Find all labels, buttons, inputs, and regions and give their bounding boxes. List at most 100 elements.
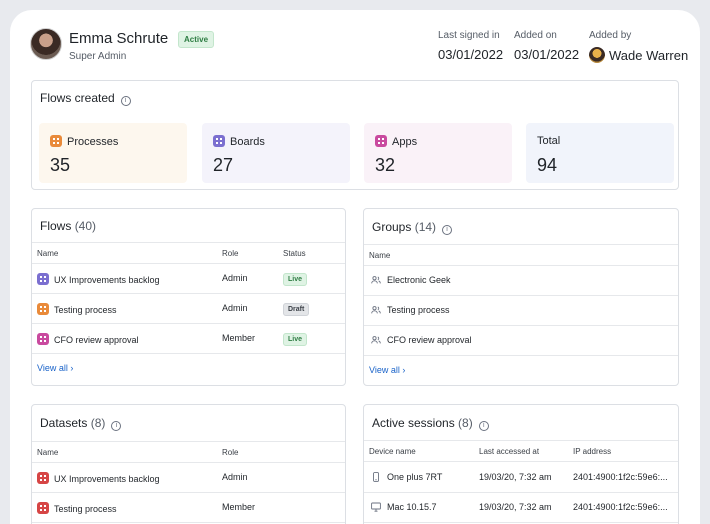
chevron-right-icon: › — [70, 363, 74, 373]
view-all-label: View all — [369, 365, 400, 375]
flows-title-label: Flows — [40, 219, 72, 233]
flows-created-label: Flows created — [40, 91, 115, 105]
sessions-table-header: Device name Last accessed at IP address — [364, 440, 678, 462]
status-badge: Live — [283, 333, 308, 346]
stat-label: Apps — [392, 136, 418, 148]
boards-icon — [213, 135, 225, 147]
col-name: Name — [37, 448, 59, 457]
dataset-name: Testing process — [54, 504, 117, 514]
table-row[interactable]: Mac 10.15.7 19/03/20, 7:32 am 2401:4900:… — [364, 493, 678, 523]
table-row[interactable]: One plus 7RT 19/03/20, 7:32 am 2401:4900… — [364, 463, 678, 493]
stat-value: 32 — [375, 155, 396, 175]
status-badge: Live — [283, 273, 308, 286]
added-by: Added by Wade Warren — [589, 30, 688, 63]
table-row[interactable]: Testing process — [364, 296, 678, 326]
table-row[interactable]: UX Improvements backlog Admin — [32, 463, 345, 493]
group-name: CFO review approval — [387, 335, 472, 345]
table-row[interactable]: Electronic Geek — [364, 266, 678, 296]
stat-label: Processes — [67, 136, 119, 148]
groups-view-all-link[interactable]: View all › — [369, 365, 405, 375]
groups-count: (14) — [414, 220, 437, 234]
sessions-title: Active sessions (8) i — [372, 416, 489, 431]
flow-name: Testing process — [54, 305, 117, 315]
col-role: Role — [222, 448, 239, 457]
view-all-label: View all — [37, 363, 68, 373]
last-signed-value: 03/01/2022 — [438, 47, 504, 62]
table-row[interactable]: Testing process Member — [32, 493, 345, 523]
info-icon[interactable]: i — [120, 96, 131, 106]
ip-address: 2401:4900:1f2c:59e6:... — [573, 472, 668, 482]
groups-title: Groups (14) i — [372, 220, 453, 235]
profile-header: Emma Schrute Active Super Admin Last sig… — [30, 28, 688, 68]
database-icon — [37, 502, 49, 514]
col-name: Name — [369, 251, 391, 260]
table-row[interactable]: CFO review approval Member Live — [32, 324, 345, 354]
chevron-right-icon: › — [402, 365, 406, 375]
added-on: Added on 03/01/2022 — [514, 30, 579, 62]
info-icon[interactable]: i — [478, 421, 489, 431]
table-row[interactable]: CFO review approval — [364, 326, 678, 356]
dataset-role: Admin — [222, 472, 248, 482]
monitor-icon — [371, 502, 381, 512]
flow-role: Admin — [222, 303, 248, 313]
last-accessed: 19/03/20, 7:32 am — [479, 502, 552, 512]
dataset-name: UX Improvements backlog — [54, 474, 160, 484]
user-name: Emma Schrute — [69, 30, 169, 47]
info-icon[interactable]: i — [111, 421, 122, 431]
groups-title-label: Groups — [372, 220, 412, 234]
group-name: Electronic Geek — [387, 275, 451, 285]
sessions-title-label: Active sessions — [372, 416, 455, 430]
flows-created-title: Flows created i — [40, 91, 131, 106]
status-badge: Draft — [283, 303, 310, 316]
col-accessed: Last accessed at — [479, 447, 540, 456]
avatar — [30, 28, 62, 60]
datasets-title: Datasets (8) i — [40, 416, 122, 431]
users-icon — [371, 336, 381, 344]
datasets-panel: Datasets (8) i Name Role UX Improvements … — [31, 404, 346, 524]
stat-processes: Processes 35 — [39, 123, 187, 183]
users-icon — [371, 276, 381, 284]
last-signed-in: Last signed in 03/01/2022 — [438, 30, 503, 62]
ip-address: 2401:4900:1f2c:59e6:... — [573, 502, 668, 512]
device-name: One plus 7RT — [387, 472, 443, 482]
group-name: Testing process — [387, 305, 450, 315]
added-on-value: 03/01/2022 — [514, 47, 580, 62]
col-device: Device name — [369, 447, 416, 456]
flow-role: Member — [222, 333, 256, 343]
col-name: Name — [37, 249, 59, 258]
sessions-count: (8) — [458, 416, 473, 430]
stat-value: 27 — [213, 155, 234, 175]
added-by-avatar — [589, 47, 605, 63]
info-icon[interactable]: i — [442, 225, 453, 235]
added-on-label: Added on — [514, 30, 557, 41]
col-role: Role — [222, 249, 239, 258]
apps-icon — [375, 135, 387, 147]
flows-count: (40) — [74, 219, 97, 233]
active-sessions-panel: Active sessions (8) i Device name Last ac… — [363, 404, 679, 524]
user-role: Super Admin — [69, 51, 127, 62]
status-badge: Active — [178, 31, 215, 48]
process-icon — [37, 303, 49, 315]
added-by-value: Wade Warren — [609, 48, 689, 63]
groups-panel: Groups (14) i Name Electronic Geek Testin… — [363, 208, 679, 386]
table-row[interactable]: UX Improvements backlog Admin Live — [32, 264, 345, 294]
flow-name: CFO review approval — [54, 335, 139, 345]
last-accessed: 19/03/20, 7:32 am — [479, 472, 552, 482]
flows-view-all-link[interactable]: View all › — [37, 363, 73, 373]
datasets-count: (8) — [90, 416, 106, 430]
groups-table-header: Name — [364, 244, 678, 266]
flow-role: Admin — [222, 273, 248, 283]
stat-label: Total — [537, 135, 561, 147]
processes-icon — [50, 135, 62, 147]
table-row[interactable]: Testing process Admin Draft — [32, 294, 345, 324]
flows-panel: Flows (40) Name Role Status UX Improveme… — [31, 208, 346, 386]
col-status: Status — [283, 249, 306, 258]
boards-icon — [37, 273, 49, 285]
flows-created-panel: Flows created i Processes 35 Boards 27 Ap… — [31, 80, 679, 190]
datasets-table-header: Name Role — [32, 441, 345, 463]
stat-boards: Boards 27 — [202, 123, 350, 183]
col-ip: IP address — [573, 447, 612, 456]
datasets-title-label: Datasets — [40, 416, 88, 430]
device-name: Mac 10.15.7 — [387, 502, 437, 512]
stat-total: Total 94 — [526, 123, 674, 183]
